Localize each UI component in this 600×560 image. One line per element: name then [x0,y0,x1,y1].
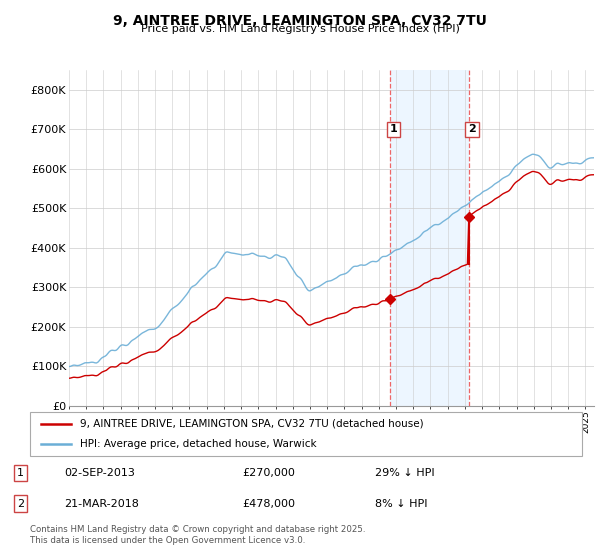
Text: £270,000: £270,000 [242,468,295,478]
Text: 9, AINTREE DRIVE, LEAMINGTON SPA, CV32 7TU: 9, AINTREE DRIVE, LEAMINGTON SPA, CV32 7… [113,14,487,28]
Text: 02-SEP-2013: 02-SEP-2013 [64,468,135,478]
Text: 2: 2 [17,498,24,508]
Text: 8% ↓ HPI: 8% ↓ HPI [375,498,427,508]
Text: 29% ↓ HPI: 29% ↓ HPI [375,468,434,478]
Text: £478,000: £478,000 [242,498,295,508]
Text: 1: 1 [17,468,24,478]
Text: 1: 1 [390,124,398,134]
Text: Contains HM Land Registry data © Crown copyright and database right 2025.
This d: Contains HM Land Registry data © Crown c… [30,525,365,545]
Bar [391,70,469,406]
Text: 9, AINTREE DRIVE, LEAMINGTON SPA, CV32 7TU (detached house): 9, AINTREE DRIVE, LEAMINGTON SPA, CV32 7… [80,419,424,429]
Text: 21-MAR-2018: 21-MAR-2018 [64,498,139,508]
Text: 2: 2 [468,124,476,134]
Text: HPI: Average price, detached house, Warwick: HPI: Average price, detached house, Warw… [80,439,316,449]
Text: Price paid vs. HM Land Registry's House Price Index (HPI): Price paid vs. HM Land Registry's House … [140,24,460,34]
